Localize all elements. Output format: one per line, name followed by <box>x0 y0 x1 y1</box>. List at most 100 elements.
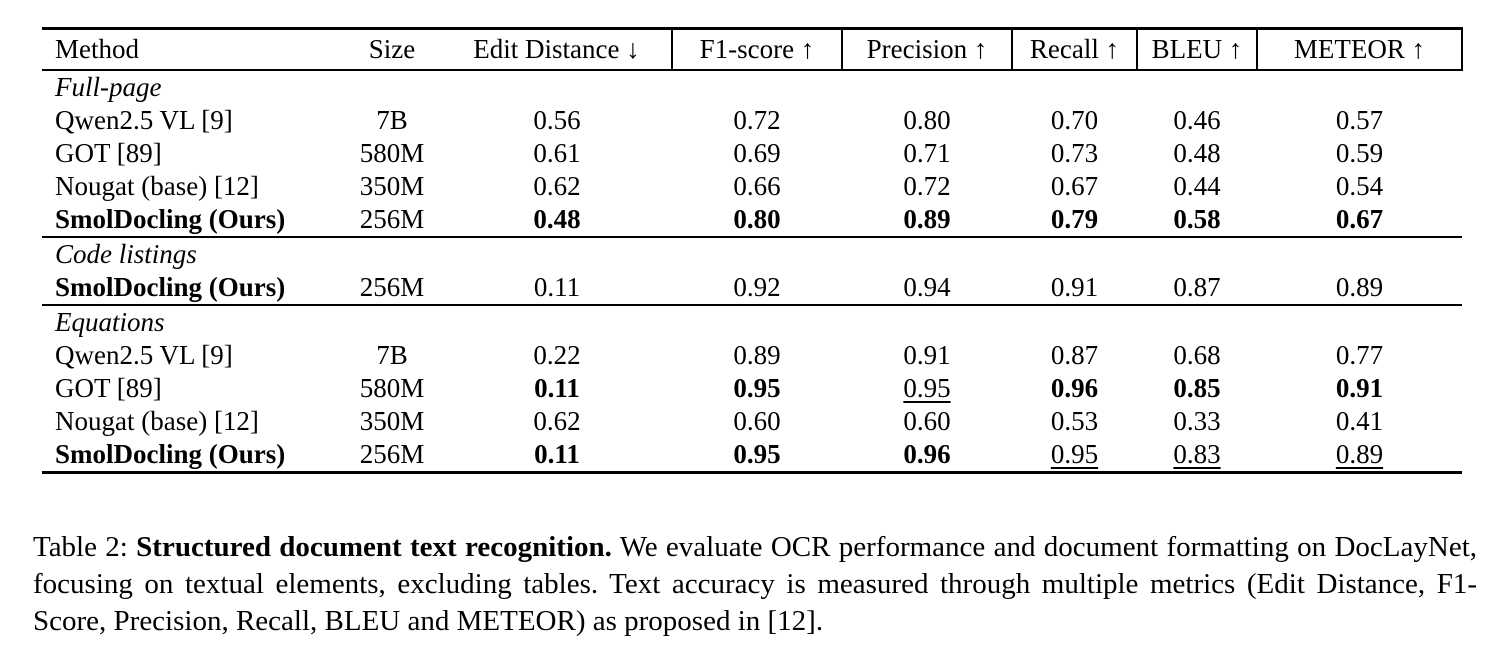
table-cell: 0.66 <box>672 170 842 203</box>
metric-value: 0.61 <box>533 138 581 168</box>
table-cell: 0.94 <box>842 271 1012 305</box>
metric-value: 580M <box>359 373 425 403</box>
method-name: SmolDocling (Ours) <box>55 204 286 234</box>
method-name: Qwen2.5 VL [9] <box>55 340 233 370</box>
section-row-equations: Equations <box>42 304 1462 339</box>
table-cell: 0.87 <box>1137 271 1257 305</box>
table-cell: 0.95 <box>1012 438 1137 473</box>
table-cell: 0.56 <box>442 104 672 137</box>
metric-value: 0.56 <box>533 105 581 135</box>
table-cell: 0.57 <box>1257 104 1462 137</box>
table-cell: 0.89 <box>1257 271 1462 305</box>
metric-value: 0.94 <box>903 272 951 302</box>
table-cell: 0.77 <box>1257 339 1462 372</box>
table-cell: 7B <box>342 339 442 372</box>
metric-value: 0.60 <box>733 406 781 436</box>
table-cell: 0.48 <box>442 203 672 237</box>
column-header-edit-distance: Edit Distance ↓ <box>442 28 673 71</box>
section-label: Full-page <box>55 72 162 102</box>
results-table: Method Size Edit Distance ↓ F1-score ↑ P… <box>42 27 1463 474</box>
table-cell: 0.83 <box>1137 438 1257 473</box>
metric-value: 0.80 <box>903 105 951 135</box>
table-cell: 0.79 <box>1012 203 1137 237</box>
method-name: Nougat (base) [12] <box>55 171 259 201</box>
metric-value: 580M <box>359 138 425 168</box>
metric-value: 0.59 <box>1335 138 1384 168</box>
table-row: SmolDocling (Ours) 256M 0.11 0.95 0.96 0.95 0.… <box>42 438 1462 473</box>
column-header-f1-score: F1-score ↑ <box>672 28 843 71</box>
metric-value: 0.91 <box>903 340 951 370</box>
table-cell: 580M <box>342 372 442 405</box>
caption-body-text: We evaluate OCR performance and document… <box>33 531 1478 637</box>
metric-value: 0.67 <box>1050 171 1099 201</box>
table-cell: 0.62 <box>442 405 672 438</box>
table-cell: 7B <box>342 104 442 137</box>
table-cell: 0.67 <box>1012 170 1137 203</box>
metric-value: 256M <box>359 272 425 302</box>
table-cell: SmolDocling (Ours) <box>42 203 342 237</box>
metric-value: 0.53 <box>1050 406 1099 436</box>
metric-value: 7B <box>376 105 408 135</box>
metric-value: 0.60 <box>903 406 951 436</box>
column-header-bleu: BLEU ↑ <box>1137 28 1258 71</box>
method-name: Nougat (base) [12] <box>55 406 259 436</box>
table-row: Qwen2.5 VL [9] 7B 0.56 0.72 0.80 0.70 0.46 0.57 <box>42 104 1462 137</box>
table-cell: 0.89 <box>672 339 842 372</box>
table-cell: 0.73 <box>1012 137 1137 170</box>
table-cell: 0.91 <box>842 339 1012 372</box>
table-cell: 0.70 <box>1012 104 1137 137</box>
table-cell: 0.11 <box>442 372 672 405</box>
table-row: Nougat (base) [12] 350M 0.62 0.60 0.60 0.53 0.… <box>42 405 1462 438</box>
table-cell: GOT [89] <box>42 372 342 405</box>
method-name: GOT [89] <box>55 373 162 403</box>
metric-value: 0.72 <box>733 105 781 135</box>
metric-value: 0.33 <box>1173 406 1221 436</box>
table-cell: 0.58 <box>1137 203 1257 237</box>
table-cell: 0.54 <box>1257 170 1462 203</box>
table-cell: 0.71 <box>842 137 1012 170</box>
metric-value: 0.73 <box>1050 138 1099 168</box>
section-label: Code listings <box>42 236 1462 271</box>
metric-value: 0.46 <box>1173 105 1221 135</box>
column-header-meteor: METEOR ↑ <box>1257 28 1463 71</box>
table-cell: 0.91 <box>1257 372 1462 405</box>
column-header-method: Method <box>42 28 342 71</box>
metric-value: 0.71 <box>903 138 951 168</box>
section-row-full-page: Full-page <box>42 70 1462 104</box>
table-cell: 0.62 <box>442 170 672 203</box>
metric-value: 0.58 <box>1173 204 1221 234</box>
table-cell: 0.95 <box>842 372 1012 405</box>
table-cell: 350M <box>342 170 442 203</box>
metric-value: 0.69 <box>733 138 781 168</box>
metric-value: 0.89 <box>1335 439 1384 469</box>
table-cell: 0.53 <box>1012 405 1137 438</box>
paper-page: Method Size Edit Distance ↓ F1-score ↑ P… <box>0 27 1506 650</box>
table-cell: Nougat (base) [12] <box>42 170 342 203</box>
metric-value: 0.96 <box>1050 373 1099 403</box>
table-cell: 0.59 <box>1257 137 1462 170</box>
metric-value: 0.11 <box>533 272 581 302</box>
table-row: GOT [89] 580M 0.61 0.69 0.71 0.73 0.48 0.59 <box>42 137 1462 170</box>
table-cell: 0.89 <box>1257 438 1462 473</box>
table-cell: 0.11 <box>442 438 672 473</box>
metric-value: 0.62 <box>533 406 581 436</box>
metric-value: 256M <box>359 204 425 234</box>
metric-value: 0.85 <box>1173 373 1221 403</box>
method-name: SmolDocling (Ours) <box>55 439 286 469</box>
table-cell: 0.61 <box>442 137 672 170</box>
table-cell: 0.11 <box>442 271 672 305</box>
table-cell: 0.69 <box>672 137 842 170</box>
table-cell: 0.80 <box>672 203 842 237</box>
table-cell: 256M <box>342 438 442 473</box>
method-name: SmolDocling (Ours) <box>55 272 286 302</box>
table-row: SmolDocling (Ours) 256M 0.48 0.80 0.89 0.79 0.… <box>42 203 1462 237</box>
table-cell: 0.95 <box>672 372 842 405</box>
table-cell: 0.80 <box>842 104 1012 137</box>
metric-value: 350M <box>359 406 425 436</box>
table-cell: 0.46 <box>1137 104 1257 137</box>
table-cell: 0.85 <box>1137 372 1257 405</box>
metric-value: 0.44 <box>1173 171 1221 201</box>
section-row-code-listings: Code listings <box>42 236 1462 271</box>
table-cell: 0.72 <box>842 170 1012 203</box>
metric-value: 0.95 <box>733 373 781 403</box>
